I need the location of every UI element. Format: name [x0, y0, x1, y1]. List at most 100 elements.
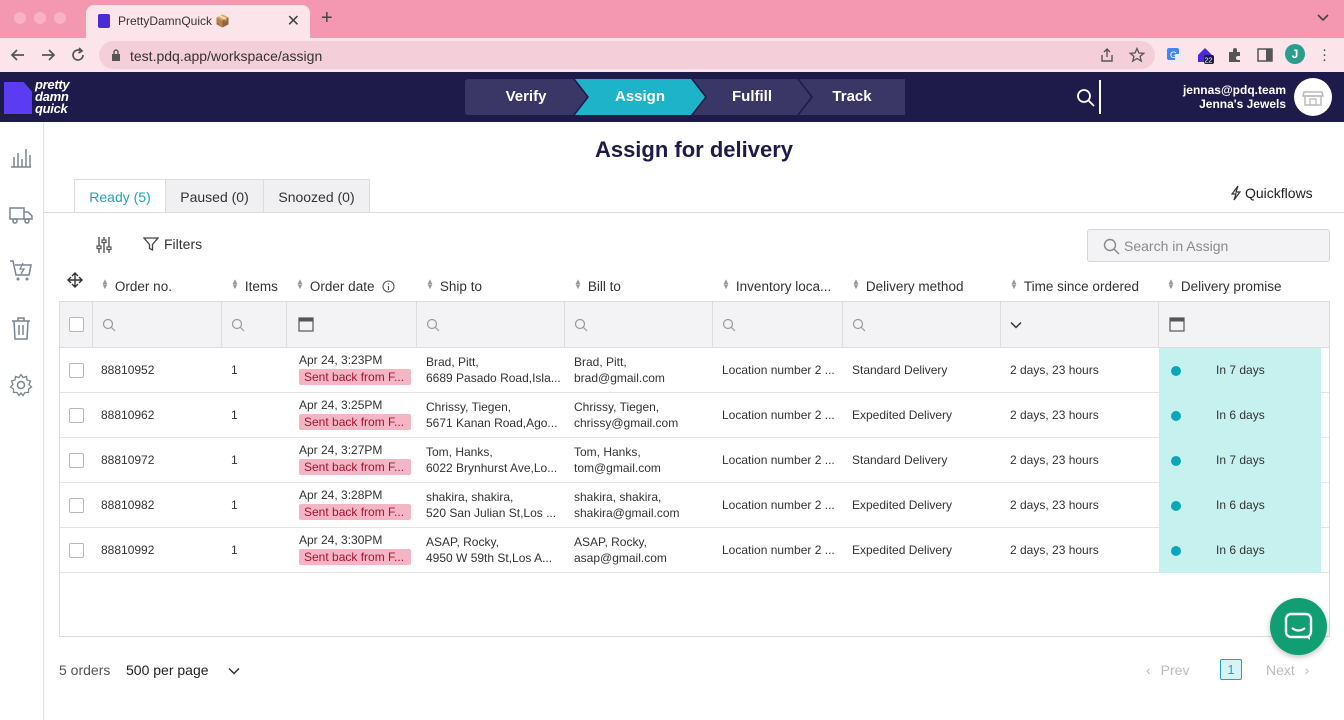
browser-tab[interactable]: PrettyDamnQuick 📦 ✕ [86, 5, 310, 38]
address-bar[interactable]: test.pdq.app/workspace/assign [99, 41, 1155, 69]
header-search-icon[interactable] [1076, 88, 1096, 108]
col-order-date[interactable]: ▲ ▼ Order date [296, 278, 395, 294]
filter-items[interactable] [222, 302, 287, 347]
quickflows-button[interactable]: Quickflows [1230, 185, 1313, 203]
settings-icon[interactable] [9, 373, 33, 397]
filter-order-no[interactable] [93, 302, 222, 347]
table-row[interactable]: 88810952 1 Apr 24, 3:23PM Sent back from … [60, 348, 1329, 393]
filter-bill-to[interactable] [565, 302, 713, 347]
order-date-cell: Apr 24, 3:27PM Sent back from F... [299, 442, 411, 479]
filter-delivery-promise[interactable] [1159, 302, 1329, 347]
share-icon[interactable] [1099, 47, 1115, 63]
bill-to-cell: ASAP, Rocky, asap@gmail.com [574, 535, 667, 565]
delivery-promise-cell [1159, 528, 1321, 573]
store-avatar[interactable] [1294, 78, 1332, 116]
back-arrow-icon[interactable] [8, 45, 28, 65]
item-count: 1 [231, 408, 238, 422]
window-close-dot[interactable] [14, 12, 26, 24]
forward-arrow-icon[interactable] [38, 45, 58, 65]
order-number[interactable]: 88810962 [101, 408, 155, 422]
col-ship-to[interactable]: ▲ ▼ Ship to [426, 277, 482, 295]
move-columns-icon[interactable] [67, 272, 83, 288]
window-zoom-dot[interactable] [54, 12, 66, 24]
filter-delivery-method[interactable] [843, 302, 1001, 347]
close-tab-icon[interactable]: ✕ [286, 13, 300, 30]
tab-paused[interactable]: Paused (0) [165, 179, 264, 213]
truck-icon[interactable] [9, 202, 33, 226]
col-delivery-promise[interactable]: ▲ ▼ Delivery promise [1167, 277, 1282, 295]
order-number[interactable]: 88810992 [101, 543, 155, 557]
chat-support-button[interactable] [1270, 598, 1327, 655]
cart-lightning-icon[interactable] [9, 258, 33, 282]
search-input[interactable] [1124, 236, 1319, 256]
column-settings-icon[interactable] [95, 236, 113, 254]
info-icon[interactable] [382, 280, 395, 293]
page-title: Assign for delivery [594, 137, 794, 162]
order-number[interactable]: 88810972 [101, 453, 155, 467]
extensions-puzzle-icon[interactable] [1226, 46, 1244, 64]
select-all-checkbox[interactable] [69, 317, 84, 332]
pdq-logo[interactable]: pretty damn quick [4, 78, 94, 118]
per-page-select[interactable]: 500 per page [126, 662, 209, 678]
status-badge: Sent back from F... [299, 549, 411, 565]
window-minimize-dot[interactable] [34, 12, 46, 24]
delivery-promise: In 6 days [1216, 408, 1265, 422]
browser-tab-title: PrettyDamnQuick 📦 [118, 14, 231, 28]
chat-icon [1284, 612, 1313, 640]
status-badge: Sent back from F... [299, 504, 411, 520]
promise-status-dot [1171, 366, 1181, 376]
step-fulfill[interactable]: Fulfill [693, 79, 811, 115]
order-number[interactable]: 88810952 [101, 363, 155, 377]
row-checkbox[interactable] [69, 498, 84, 513]
tab-snoozed[interactable]: Snoozed (0) [263, 179, 370, 213]
next-page-button[interactable]: Next › [1266, 662, 1310, 678]
row-checkbox[interactable] [69, 453, 84, 468]
filter-ship-to[interactable] [417, 302, 565, 347]
translate-extension-icon[interactable]: G [1166, 46, 1184, 64]
table-row[interactable]: 88810982 1 Apr 24, 3:28PM Sent back from … [60, 483, 1329, 528]
col-time-since-ordered[interactable]: ▲ ▼ Time since ordered [1010, 277, 1139, 295]
tab-search-chevron-icon[interactable] [1316, 10, 1330, 24]
table-row[interactable]: 88810992 1 Apr 24, 3:30PM Sent back from … [60, 528, 1329, 573]
url-text[interactable]: test.pdq.app/workspace/assign [130, 48, 323, 64]
account-info[interactable]: jennas@pdq.team Jenna's Jewels [1183, 83, 1286, 111]
col-items[interactable]: ▲ ▼ Items [231, 277, 278, 295]
row-checkbox[interactable] [69, 408, 84, 423]
col-bill-to[interactable]: ▲ ▼ Bill to [574, 277, 621, 295]
side-panel-icon[interactable] [1256, 46, 1274, 64]
filter-time-since-ordered[interactable] [1001, 302, 1159, 347]
tab-ready[interactable]: Ready (5) [74, 179, 166, 213]
reload-icon[interactable] [68, 45, 88, 65]
delivery-method: Expedited Delivery [852, 498, 953, 512]
filters-button[interactable]: Filters [142, 236, 202, 252]
row-checkbox[interactable] [69, 543, 84, 558]
table-row[interactable]: 88810972 1 Apr 24, 3:27PM Sent back from … [60, 438, 1329, 483]
step-track[interactable]: Track [799, 79, 905, 115]
profile-avatar[interactable]: J [1285, 44, 1305, 64]
assign-search[interactable] [1087, 229, 1330, 262]
column-filter-row [60, 302, 1329, 348]
browser-tab-strip: PrettyDamnQuick 📦 ✕ + [0, 0, 1344, 38]
filter-order-date[interactable] [287, 302, 417, 347]
chevron-down-icon[interactable] [227, 664, 241, 678]
col-delivery-method[interactable]: ▲ ▼ Delivery method [852, 277, 964, 295]
table-row[interactable]: 88810962 1 Apr 24, 3:25PM Sent back from … [60, 393, 1329, 438]
new-tab-button[interactable]: + [321, 7, 333, 29]
current-page[interactable]: 1 [1220, 659, 1242, 680]
sort-icon: ▲ ▼ [1010, 277, 1018, 291]
filter-inventory-location[interactable] [713, 302, 843, 347]
chevron-down-icon [1010, 321, 1022, 329]
row-checkbox[interactable] [69, 363, 84, 378]
step-assign[interactable]: Assign [575, 79, 705, 115]
browser-menu-icon[interactable]: · · · [1322, 41, 1327, 68]
step-verify[interactable]: Verify [465, 79, 587, 115]
analytics-icon[interactable] [9, 145, 33, 169]
prev-page-button[interactable]: ‹ Prev [1146, 662, 1190, 678]
order-number[interactable]: 88810982 [101, 498, 155, 512]
bookmark-star-icon[interactable] [1129, 47, 1145, 63]
delivery-promise: In 6 days [1216, 543, 1265, 557]
pdq-extension-icon[interactable]: 22 [1196, 46, 1214, 64]
col-order-no[interactable]: ▲ ▼ Order no. [101, 277, 172, 295]
col-inventory-location[interactable]: ▲ ▼ Inventory loca... [722, 277, 832, 295]
trash-icon[interactable] [9, 316, 33, 340]
